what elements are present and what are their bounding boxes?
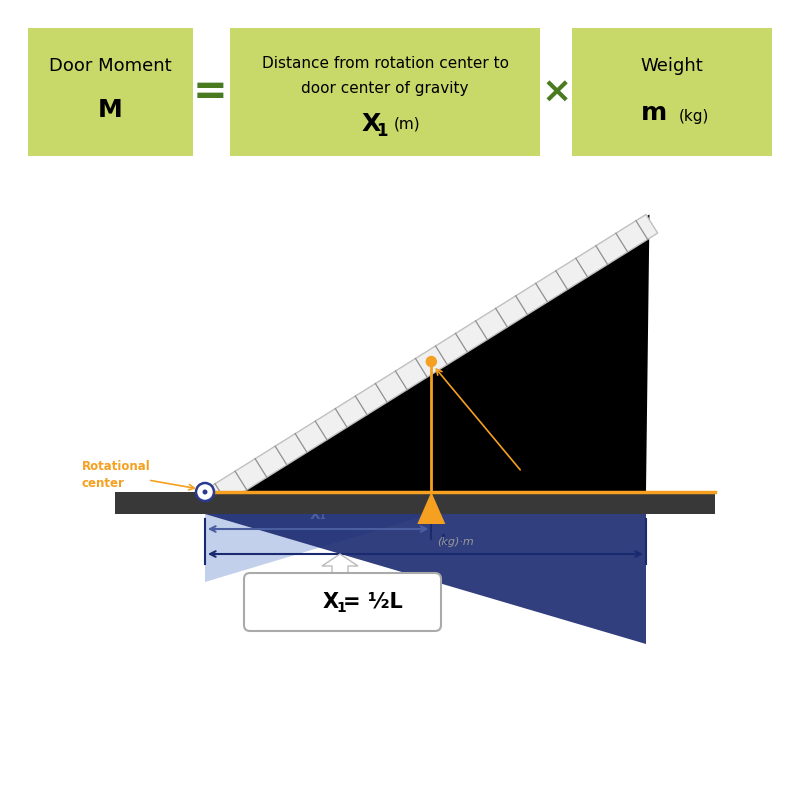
FancyBboxPatch shape (230, 28, 540, 156)
Text: 1: 1 (376, 122, 388, 140)
Text: m: m (641, 101, 667, 125)
Text: (m): (m) (394, 117, 420, 131)
Text: = ½L: = ½L (342, 592, 402, 612)
Text: Door Moment: Door Moment (49, 57, 172, 75)
Wedge shape (205, 454, 277, 492)
Text: L: L (441, 533, 450, 547)
Polygon shape (418, 492, 446, 524)
FancyBboxPatch shape (115, 492, 715, 514)
Polygon shape (205, 514, 431, 582)
Text: X: X (322, 592, 338, 612)
Text: 1: 1 (337, 601, 346, 615)
Circle shape (426, 357, 436, 366)
Text: ×: × (542, 75, 572, 109)
Text: Rotational
center: Rotational center (82, 460, 150, 490)
FancyBboxPatch shape (28, 28, 193, 156)
Circle shape (202, 490, 207, 494)
Text: M: M (98, 98, 123, 122)
Polygon shape (205, 214, 658, 509)
Polygon shape (205, 214, 650, 492)
Text: X: X (362, 112, 381, 136)
Polygon shape (205, 514, 646, 644)
FancyBboxPatch shape (572, 28, 772, 156)
Text: =: = (193, 71, 227, 113)
Text: Center of gravity: Center of gravity (518, 458, 631, 471)
Polygon shape (322, 554, 358, 576)
Text: Distance from rotation center to: Distance from rotation center to (262, 55, 509, 70)
Text: X₁: X₁ (310, 508, 326, 522)
Text: (kg)·m: (kg)·m (438, 537, 474, 547)
Text: door center of gravity: door center of gravity (302, 81, 469, 95)
Circle shape (196, 483, 214, 501)
Text: Weight: Weight (641, 57, 703, 75)
FancyBboxPatch shape (244, 573, 441, 631)
Text: (kg): (kg) (679, 109, 709, 123)
